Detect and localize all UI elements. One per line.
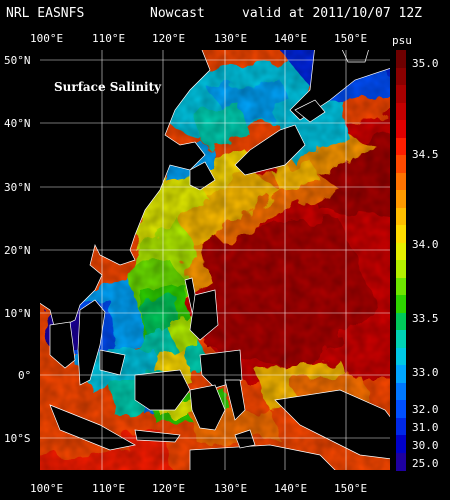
- colorbar-segment: [396, 120, 406, 138]
- lat-tick-50n: 50°N: [4, 54, 31, 67]
- lon-tick-top-100: 100°E: [30, 32, 64, 45]
- colorbar-label-34-5: 34.5: [412, 148, 439, 161]
- colorbar-unit: psu: [392, 34, 412, 47]
- colorbar-label-35-0: 35.0: [412, 57, 439, 70]
- header-valid: valid at 2011/10/07 12Z: [242, 6, 423, 21]
- lon-tick-top-150: 150°E: [334, 32, 368, 45]
- colorbar-segment: [396, 452, 406, 471]
- lat-tick-40n: 40°N: [4, 117, 31, 130]
- colorbar-label-25-0: 25.0: [412, 457, 439, 470]
- colorbar-segment: [396, 67, 406, 86]
- colorbar-label-33-5: 33.5: [412, 312, 439, 325]
- grid-lines: [40, 50, 390, 470]
- lon-tick-bottom-100: 100°E: [30, 482, 64, 495]
- colorbar-label-32-0: 32.0: [412, 403, 439, 416]
- lon-tick-bottom-110: 110°E: [92, 482, 126, 495]
- lat-tick-0: 0°: [18, 369, 32, 382]
- colorbar-segment: [396, 207, 406, 226]
- colorbar-label-33-0: 33.0: [412, 366, 439, 379]
- lon-tick-bottom-120: 120°E: [152, 482, 186, 495]
- lon-tick-top-120: 120°E: [152, 32, 186, 45]
- colorbar-segment: [396, 277, 406, 296]
- colorbar-segment: [396, 137, 406, 156]
- colorbar: [396, 50, 406, 471]
- colorbar-segment: [396, 435, 406, 453]
- colorbar-segment: [396, 330, 406, 348]
- colorbar-label-34-0: 34.0: [412, 238, 439, 251]
- lon-tick-top-110: 110°E: [92, 32, 126, 45]
- colorbar-segment: [396, 417, 406, 436]
- colorbar-label-30-0: 30.0: [412, 439, 439, 452]
- lat-tick-30n: 30°N: [4, 181, 31, 194]
- colorbar-label-31-0: 31.0: [412, 421, 439, 434]
- colorbar-segment: [396, 260, 406, 278]
- salinity-map: [40, 50, 390, 470]
- colorbar-segment: [396, 225, 406, 243]
- lon-tick-bottom-130: 130°E: [214, 482, 248, 495]
- header-nowcast: Nowcast: [150, 6, 205, 21]
- land-masses: [40, 50, 390, 470]
- colorbar-segment: [396, 400, 406, 418]
- colorbar-segment: [396, 242, 406, 261]
- colorbar-segment: [396, 365, 406, 383]
- colorbar-segment: [396, 50, 406, 68]
- colorbar-segment: [396, 347, 406, 366]
- lon-tick-bottom-140: 140°E: [274, 482, 308, 495]
- colorbar-segment: [396, 102, 406, 121]
- lon-tick-top-130: 130°E: [214, 32, 248, 45]
- lat-tick-10s: 10°S: [4, 432, 31, 445]
- colorbar-segment: [396, 312, 406, 331]
- lon-tick-bottom-150: 150°E: [334, 482, 368, 495]
- colorbar-segment: [396, 382, 406, 401]
- map-label: Surface Salinity: [54, 80, 162, 94]
- lat-tick-10n: 10°N: [4, 307, 31, 320]
- colorbar-segment: [396, 172, 406, 191]
- lat-tick-20n: 20°N: [4, 244, 31, 257]
- colorbar-segment: [396, 190, 406, 208]
- header-source: NRL EASNFS: [6, 6, 85, 21]
- colorbar-segment: [396, 295, 406, 313]
- colorbar-segment: [396, 155, 406, 173]
- colorbar-segment: [396, 85, 406, 103]
- lon-tick-top-140: 140°E: [274, 32, 308, 45]
